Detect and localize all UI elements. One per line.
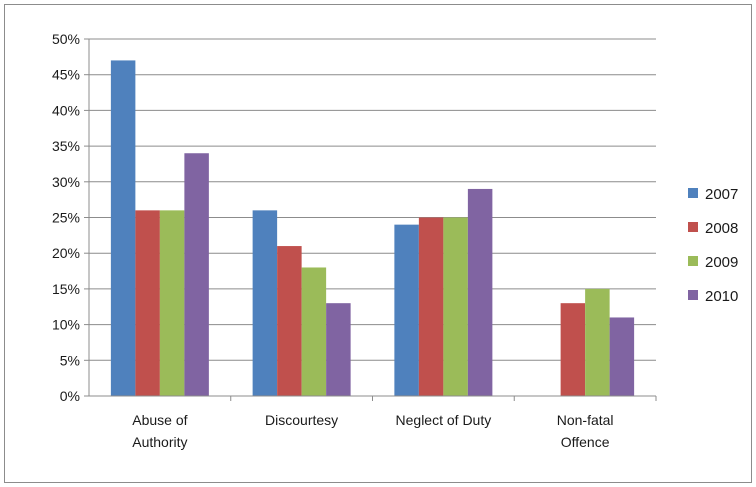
bar-2010-discourtesy: [326, 303, 351, 396]
legend-label-2008: 2008: [705, 220, 738, 237]
y-tick-label: 25%: [52, 210, 80, 226]
legend-label-2010: 2010: [705, 288, 738, 305]
axes: [84, 38, 657, 401]
bar-2010-abuse-of-authority: [184, 153, 209, 396]
bar-2008-non-fatal-offence: [560, 303, 586, 396]
y-tick-label: 45%: [52, 67, 80, 83]
y-tick-label: 30%: [52, 174, 80, 190]
legend-swatch-2010: [688, 290, 698, 300]
bar-2007-discourtesy: [252, 210, 278, 396]
x-tick-label: Abuse of Authority: [132, 412, 187, 450]
legend-label-2009: 2009: [705, 254, 738, 271]
x-tick-label: Discourtesy: [265, 412, 338, 428]
bar-2007-abuse-of-authority: [110, 60, 136, 397]
x-tick-label: Neglect of Duty: [396, 412, 492, 428]
legend: 2007 2008 2009 2010: [688, 186, 738, 305]
bar-2009-non-fatal-offence: [585, 288, 610, 396]
y-tick-label: 5%: [60, 352, 80, 368]
chart-frame: 0% 5% 10% 15% 20% 25% 30% 35% 40% 45% 50% Abuse of…: [4, 4, 752, 483]
y-tick-label: 15%: [52, 281, 80, 297]
bar-2010-non-fatal-offence: [609, 317, 635, 396]
legend-swatch-2009: [688, 256, 698, 266]
y-tick-label: 40%: [52, 102, 80, 118]
bar-chart: 0% 5% 10% 15% 20% 25% 30% 35% 40% 45% 50% Abuse of…: [52, 31, 738, 450]
bar-2007-neglect-of-duty: [394, 224, 419, 396]
legend-swatch-2007: [688, 188, 698, 198]
y-tick-label: 35%: [52, 138, 80, 154]
bar-2009-discourtesy: [301, 267, 327, 396]
y-tick-label: 20%: [52, 245, 80, 261]
bar-2008-discourtesy: [277, 246, 302, 396]
y-axis-ticks: 0% 5% 10% 15% 20% 25% 30% 35% 40% 45% 50%: [52, 31, 80, 404]
bar-2009-neglect-of-duty: [443, 217, 468, 396]
bar-2008-neglect-of-duty: [418, 217, 444, 396]
legend-label-2007: 2007: [705, 186, 738, 203]
y-tick-label: 0%: [60, 388, 80, 404]
bars: [110, 60, 635, 397]
bar-2009-abuse-of-authority: [159, 210, 185, 396]
y-tick-label: 50%: [52, 31, 80, 47]
legend-swatch-2008: [688, 222, 698, 232]
bar-2008-abuse-of-authority: [135, 210, 160, 396]
bar-2010-neglect-of-duty: [467, 188, 493, 396]
x-tick-label: Non-fatal Offence: [557, 412, 614, 450]
x-axis-labels: Abuse of Authority Discourtesy Neglect of D…: [132, 412, 613, 450]
y-tick-label: 10%: [52, 317, 80, 333]
